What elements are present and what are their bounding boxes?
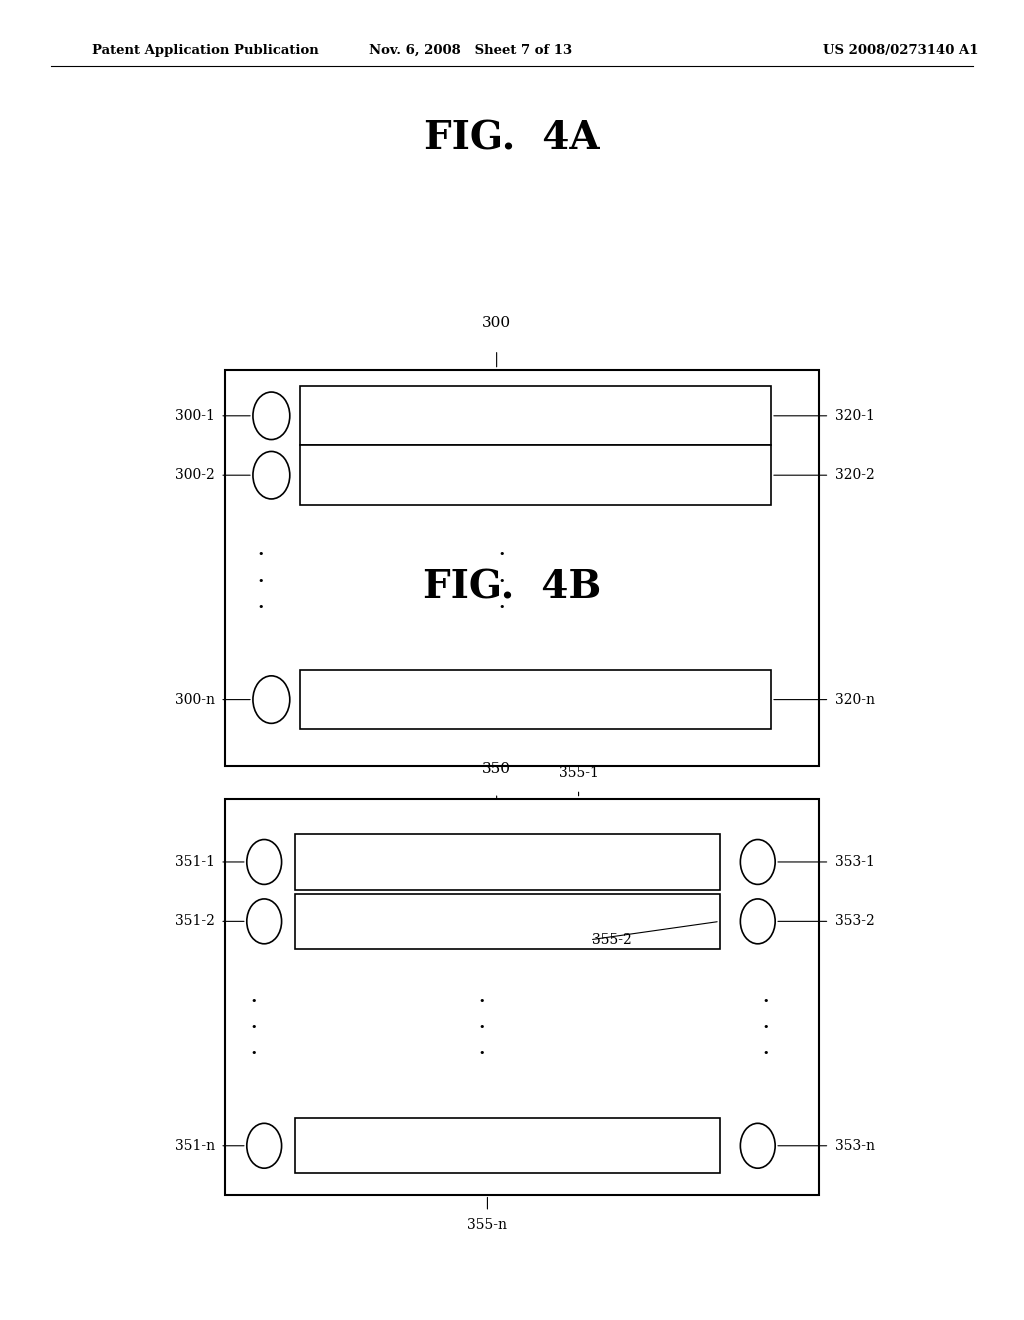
Text: •: • [251,1048,257,1059]
Text: 353-2: 353-2 [835,915,874,928]
Text: •: • [499,602,505,612]
Text: 355-1: 355-1 [559,766,598,780]
Text: 320-n: 320-n [835,693,874,706]
FancyBboxPatch shape [300,385,771,445]
Text: 355-n: 355-n [467,1218,508,1233]
FancyBboxPatch shape [295,894,720,949]
Text: Patent Application Publication: Patent Application Publication [92,44,318,57]
Text: •: • [258,549,264,560]
FancyBboxPatch shape [295,834,720,890]
Text: 351-2: 351-2 [175,915,215,928]
Text: 351-n: 351-n [175,1139,215,1152]
Text: 300: 300 [482,315,511,330]
Text: •: • [499,576,505,586]
Text: 320-1: 320-1 [835,409,874,422]
FancyBboxPatch shape [225,799,819,1195]
Text: 350: 350 [482,762,511,776]
Text: •: • [251,995,257,1006]
Text: FIG.  4B: FIG. 4B [423,569,601,606]
Text: Nov. 6, 2008   Sheet 7 of 13: Nov. 6, 2008 Sheet 7 of 13 [370,44,572,57]
Text: US 2008/0273140 A1: US 2008/0273140 A1 [823,44,979,57]
Text: 320-2: 320-2 [835,469,874,482]
Text: 300-n: 300-n [175,693,215,706]
Text: •: • [478,995,484,1006]
FancyBboxPatch shape [300,671,771,729]
Text: •: • [499,549,505,560]
Text: 353-n: 353-n [835,1139,874,1152]
Text: •: • [258,602,264,612]
Text: 300-2: 300-2 [175,469,215,482]
Text: •: • [478,1022,484,1032]
FancyBboxPatch shape [300,445,771,504]
Text: 300-1: 300-1 [175,409,215,422]
Text: 353-1: 353-1 [835,855,874,869]
Text: FIG.  4A: FIG. 4A [424,120,600,157]
Text: •: • [258,576,264,586]
Text: •: • [763,1048,769,1059]
Text: •: • [763,995,769,1006]
Text: •: • [251,1022,257,1032]
Text: •: • [763,1022,769,1032]
FancyBboxPatch shape [295,1118,720,1173]
Text: 351-1: 351-1 [175,855,215,869]
Text: 355-2: 355-2 [592,933,632,946]
Text: •: • [478,1048,484,1059]
FancyBboxPatch shape [225,370,819,766]
